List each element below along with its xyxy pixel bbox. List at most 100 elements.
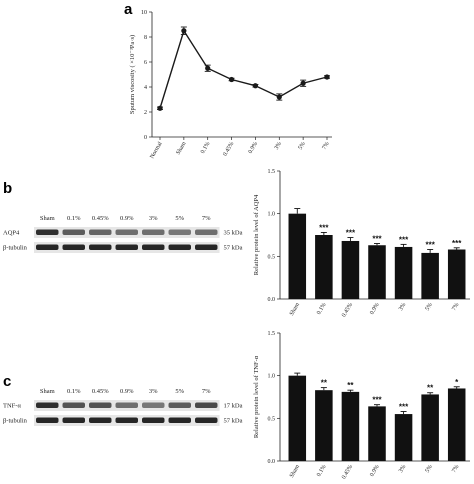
x-tick-label: 0.45%: [341, 464, 354, 480]
x-tick-label: 7%: [322, 141, 331, 151]
blot-band: [115, 244, 138, 250]
significance-label: **: [321, 379, 328, 388]
significance-label: ***: [399, 235, 409, 244]
significance-label: **: [347, 381, 354, 390]
lane-label: Sham: [40, 388, 55, 395]
significance-label: ***: [372, 235, 382, 244]
blot-band: [195, 417, 218, 423]
blot-band: [89, 244, 112, 250]
x-tick-label: 0.9%: [369, 464, 380, 478]
significance-label: ***: [425, 241, 435, 250]
bar: [368, 406, 386, 461]
protein-label: β-tubulin: [3, 245, 28, 252]
x-tick-label: 0.1%: [316, 464, 327, 478]
bar: [341, 391, 360, 461]
significance-label: ***: [319, 223, 329, 232]
x-tick-label: 0.45%: [341, 302, 354, 318]
blot-band: [62, 402, 85, 408]
lane-label: 5%: [175, 388, 184, 395]
data-point: [300, 80, 306, 86]
y-tick-label: 6: [144, 60, 147, 66]
protein-label: TNF-α: [3, 403, 21, 410]
y-tick-label: 1.5: [268, 169, 276, 175]
significance-label: ***: [452, 239, 462, 248]
blot-band: [115, 229, 138, 235]
y-tick-label: 8: [144, 35, 147, 41]
significance-label: **: [427, 384, 434, 393]
y-tick-label: 1.0: [268, 374, 276, 380]
aqp4-bar-chart: 0.0 0.5 1.0 1.5 Relative protein level of AQ…: [253, 169, 470, 318]
blot-band: [36, 244, 59, 250]
series-line: [159, 29, 328, 109]
blot-band: [36, 229, 59, 235]
data-point: [228, 76, 235, 83]
blot-band: [142, 402, 165, 408]
x-tick-label: Sham: [289, 302, 301, 317]
bar: [421, 252, 439, 299]
lane-label: 3%: [149, 215, 158, 222]
significance-label: ***: [372, 396, 382, 405]
data-point: [205, 65, 211, 71]
blot-band: [142, 417, 165, 423]
blot-band: [89, 402, 112, 408]
x-tick-label: 5%: [425, 302, 434, 312]
lane-label: 0.1%: [67, 388, 81, 395]
blot-band: [62, 229, 85, 235]
x-tick-label: 0.9%: [248, 141, 259, 155]
y-axis-label: Sputum viscosity ( ×10⁻³Pa·s): [129, 35, 136, 114]
x-tick-label: 0.1%: [316, 302, 327, 316]
data-point: [157, 105, 163, 111]
lane-label: 3%: [149, 388, 158, 395]
bar: [447, 388, 466, 461]
x-tick-label: 5%: [298, 141, 307, 151]
y-tick-label: 0.0: [268, 297, 276, 303]
tnf-bar-chart: 0.0 0.5 1.0 1.5 Relative protein level of TN…: [253, 331, 470, 480]
y-tick-label: 0.0: [268, 459, 276, 465]
blot-band: [36, 402, 59, 408]
y-tick-label: 0.5: [268, 254, 276, 260]
western-blot-aqp4: Sham 0.1% 0.45% 0.9% 3% 5% 7% AQP4 35 kDa β-tubul…: [3, 215, 243, 253]
lane-label: 0.9%: [120, 388, 134, 395]
blot-band: [168, 402, 191, 408]
lane-label: Sham: [40, 215, 55, 222]
panel-label-b: b: [3, 180, 12, 197]
y-tick-label: 0: [144, 135, 147, 141]
lane-label: 0.45%: [92, 388, 109, 395]
blot-band: [89, 229, 112, 235]
lane-label: 0.45%: [92, 215, 109, 222]
sputum-viscosity-line-chart: 0 2 4 6 8 10 Sputum viscosity ( ×10⁻³Pa·s) Norm…: [129, 10, 332, 160]
blot-band: [168, 229, 191, 235]
x-tick-label: Sham: [289, 464, 301, 479]
x-tick-label: 3%: [398, 464, 407, 474]
western-blot-tnf: Sham 0.1% 0.45% 0.9% 3% 5% 7% TNF-α 17 kDa β-tubu…: [3, 388, 243, 426]
lane-label: 7%: [202, 388, 211, 395]
y-tick-label: 1.5: [268, 331, 276, 337]
x-tick-label: 3%: [274, 141, 283, 151]
blot-band: [195, 244, 218, 250]
x-tick-label: Sham: [176, 141, 188, 156]
bar: [421, 394, 439, 461]
y-axis-label: Relative protein level of TNF-α: [253, 355, 260, 438]
bar: [315, 235, 333, 299]
molecular-weight-label: 57 kDa: [224, 418, 243, 425]
significance-label: ***: [399, 403, 409, 412]
bar: [394, 414, 413, 461]
lane-label: 5%: [175, 215, 184, 222]
blot-band: [62, 244, 85, 250]
x-tick-label: 0.9%: [369, 302, 380, 316]
significance-label: *: [455, 378, 459, 387]
bar: [368, 245, 386, 299]
bar: [394, 246, 413, 299]
protein-label: AQP4: [3, 230, 20, 237]
blot-band: [115, 402, 138, 408]
bar: [315, 390, 333, 461]
lane-label: 0.1%: [67, 215, 81, 222]
y-axis-label: Relative protein level of AQP4: [253, 194, 260, 275]
data-point: [276, 94, 282, 100]
y-tick-label: 0.5: [268, 416, 276, 422]
x-tick-label: 3%: [398, 302, 407, 312]
y-tick-label: 1.0: [268, 212, 276, 218]
panel-label-c: c: [3, 373, 11, 390]
y-tick-label: 2: [144, 110, 147, 116]
